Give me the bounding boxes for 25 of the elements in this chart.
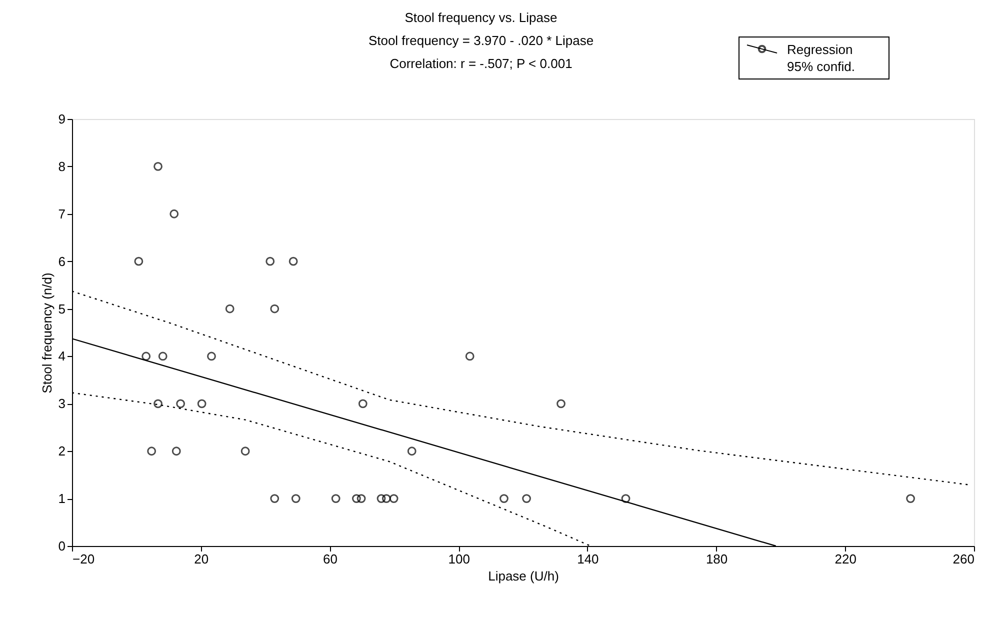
y-tick-label: 3: [58, 396, 66, 412]
x-tick-label: 140: [577, 552, 599, 566]
y-tick-label: 5: [58, 301, 66, 316]
y-tick-label: 1: [58, 491, 66, 506]
text: Correlation: r = -.507; P < 0.001: [390, 56, 572, 71]
chart-subtitle: Stool frequency = 3.970 - .020 * Lipase: [368, 33, 594, 48]
y-tick-label: 9: [58, 112, 66, 126]
y-tick-label: 0: [58, 538, 66, 554]
y-tick-label: 6: [58, 254, 66, 269]
x-tick-label: −20: [72, 552, 95, 566]
x-tick-label: 20: [194, 552, 209, 566]
x-tick-label: 180: [706, 552, 728, 566]
x-tick-label: 260: [952, 552, 974, 566]
x-tick-label: 100: [448, 552, 470, 566]
y-axis-title: Stool frequency (n/d): [39, 272, 54, 394]
legend-label: Regression: [787, 42, 853, 57]
text: 95% confid.: [787, 59, 855, 74]
y-tick-label: 7: [58, 206, 66, 222]
x-axis-title: Lipase (U/h): [488, 568, 559, 584]
x-tick-label: 220: [834, 552, 856, 566]
chart-title: Stool frequency vs. Lipase: [404, 10, 558, 25]
x-tick-label: 60: [322, 552, 338, 566]
y-tick-label: 8: [58, 158, 66, 174]
y-tick-label: 2: [58, 444, 66, 459]
y-tick-label: 4: [58, 348, 66, 364]
